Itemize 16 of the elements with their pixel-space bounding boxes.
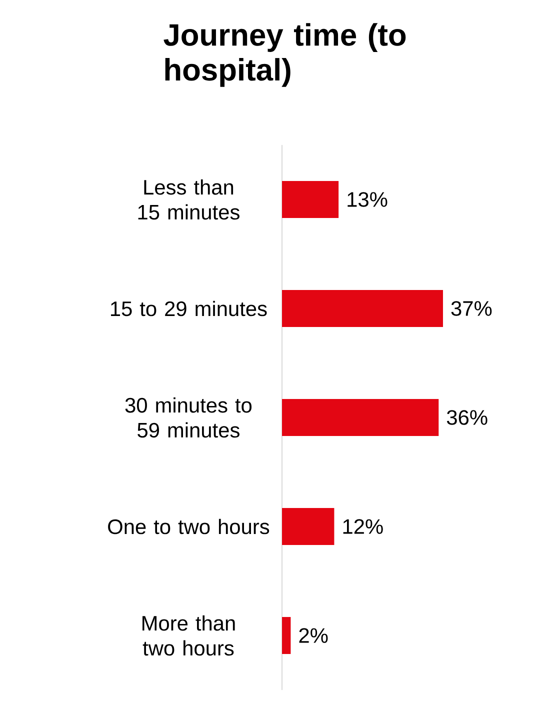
chart-title: Journey time (to hospital) xyxy=(164,23,406,87)
bar xyxy=(282,398,439,436)
bar xyxy=(282,617,291,654)
y-tick-label: 15 to 29 minutes xyxy=(110,300,267,316)
y-tick-label: 30 minutes to 59 minutes xyxy=(125,397,252,438)
data-label: 2% xyxy=(299,628,328,643)
data-label: 36% xyxy=(446,410,488,425)
data-label: 37% xyxy=(451,301,492,316)
data-label: 13% xyxy=(348,192,388,207)
y-tick-label: One to two hours xyxy=(108,518,270,534)
y-tick-label: More than two hours xyxy=(142,615,235,656)
y-tick-label: Less than 15 minutes xyxy=(138,179,240,220)
bar xyxy=(282,508,334,545)
bar xyxy=(282,290,443,327)
data-label: 12% xyxy=(343,519,383,534)
bar xyxy=(282,181,339,218)
